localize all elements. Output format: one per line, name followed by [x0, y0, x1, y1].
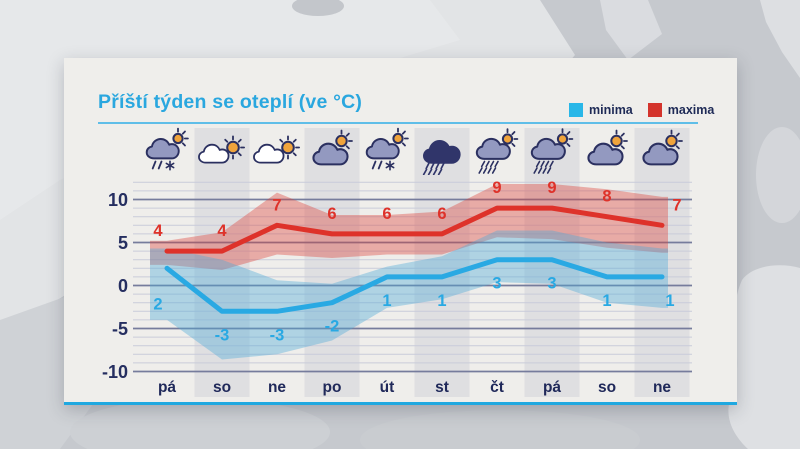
- map-corner-land: [760, 0, 800, 78]
- map-island-north: [600, 0, 662, 60]
- legend-item-minima: minima: [569, 103, 633, 117]
- x-axis-day-label: ne: [653, 379, 671, 396]
- minima-value-label: -3: [270, 326, 285, 344]
- x-axis-day-label: so: [598, 379, 616, 396]
- minima-value-label: 1: [602, 292, 611, 310]
- maxima-value-label: 6: [382, 205, 391, 223]
- maxima-value-label: 4: [217, 222, 227, 240]
- y-axis-tick-label: -5: [112, 319, 128, 339]
- map-landmass-highlight: [0, 0, 460, 220]
- x-axis-day-label: so: [213, 379, 231, 396]
- weather-icon-sun-cloud-rain: [530, 128, 574, 174]
- maxima-value-label: 6: [327, 205, 336, 223]
- maxima-value-label: 6: [437, 205, 446, 223]
- y-axis-tick-label: 10: [108, 190, 128, 210]
- minima-value-label: 3: [492, 275, 501, 293]
- minima-swatch-icon: [569, 103, 583, 117]
- x-axis-day-label: pá: [543, 379, 561, 396]
- x-axis-day-label: út: [380, 379, 395, 396]
- minima-value-label: 3: [547, 275, 556, 293]
- maxima-value-label: 9: [492, 179, 501, 197]
- map-land-east: [756, 127, 800, 223]
- minima-value-label: 1: [665, 292, 674, 310]
- chart-legend: minima maxima: [569, 103, 714, 117]
- x-axis-day-label: st: [435, 379, 449, 396]
- y-axis-tick-label: 5: [118, 233, 128, 253]
- weather-icon-sun-cloud: [642, 129, 683, 166]
- map-land-southeast: [728, 265, 800, 449]
- minima-value-label: 1: [437, 292, 446, 310]
- weather-icon-sun-cloud-sleet: [145, 127, 189, 171]
- map-island: [292, 0, 344, 16]
- page-title: Příští týden se oteplí (ve °C): [98, 91, 363, 113]
- weather-icon-sun-cloud-white: [198, 135, 245, 164]
- map-land-south: [70, 398, 330, 449]
- maxima-band: [150, 184, 668, 270]
- panel-bottom-rule: [64, 402, 737, 405]
- x-axis-day-label: pá: [158, 379, 176, 396]
- maxima-value-label: 4: [153, 222, 163, 240]
- maxima-line: [164, 205, 665, 254]
- forecast-panel: 4 4 7 6 6 6 9 9 8 7 2 -3 -3 -2 1 1 3 3 1 1 10 5 0 -5 -10 pá so ne po…: [64, 58, 737, 405]
- weather-icon-sun-cloud-rain: [475, 128, 519, 174]
- minima-line: [164, 257, 665, 314]
- y-axis-tick-label: -10: [102, 362, 128, 382]
- maxima-value-label: 8: [602, 188, 611, 206]
- legend-label: maxima: [667, 103, 715, 117]
- legend-item-maxima: maxima: [647, 103, 715, 117]
- x-axis-day-label: po: [323, 379, 342, 396]
- maxima-swatch-icon: [647, 103, 662, 117]
- map-land-south2: [360, 410, 640, 449]
- minima-value-label: 2: [153, 295, 162, 313]
- legend-label: minima: [589, 103, 633, 117]
- weather-icon-sun-cloud-sleet: [365, 127, 409, 171]
- y-axis-tick-label: 0: [118, 276, 128, 296]
- weather-icon-sun-cloud: [312, 129, 353, 166]
- maxima-value-label: 9: [547, 179, 556, 197]
- weather-icon-sun-cloud-white: [253, 135, 300, 164]
- x-axis-day-label: čt: [490, 379, 504, 396]
- minima-value-label: -2: [325, 318, 340, 336]
- minima-value-label: -3: [215, 326, 230, 344]
- minima-band: [150, 230, 668, 360]
- maxima-value-label: 7: [672, 196, 681, 214]
- maxima-value-label: 7: [272, 196, 281, 214]
- weather-icon-sun-cloud: [587, 129, 628, 166]
- title-rule: [98, 122, 698, 124]
- weather-icon-rain-cloud-dark: [422, 140, 461, 175]
- x-axis-day-label: ne: [268, 379, 286, 396]
- minima-value-label: 1: [382, 292, 391, 310]
